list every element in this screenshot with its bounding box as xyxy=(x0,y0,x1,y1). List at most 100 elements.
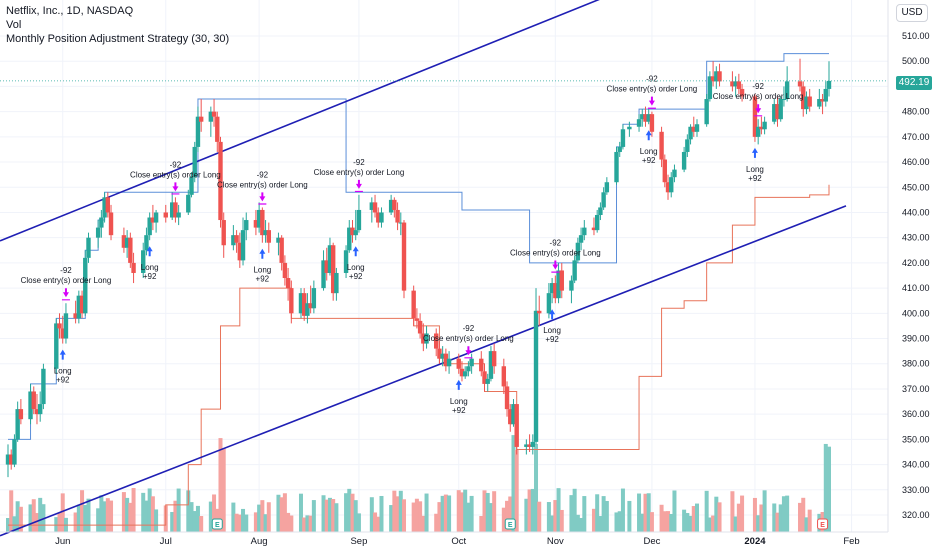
candle-body xyxy=(479,358,484,372)
candle-body xyxy=(60,328,65,339)
volume-bar xyxy=(34,513,39,532)
candle-body xyxy=(669,177,674,193)
volume-bar xyxy=(347,488,352,532)
volume-bar xyxy=(434,513,439,532)
currency-button[interactable]: USD xyxy=(896,4,928,22)
volume-bar xyxy=(260,500,265,532)
volume-bar xyxy=(627,500,632,532)
volume-bar xyxy=(659,504,664,532)
lower-channel-line xyxy=(0,205,847,537)
close-signal-qty: -92 xyxy=(646,75,658,84)
volume-bar xyxy=(199,516,204,532)
candle-body xyxy=(276,237,281,243)
candle-body xyxy=(211,111,217,117)
long-signal-label: Long xyxy=(347,263,365,272)
volume-bar xyxy=(781,496,786,532)
long-signal-arrow xyxy=(146,246,153,257)
vol-indicator-label[interactable]: Vol xyxy=(6,19,22,31)
candle-body xyxy=(105,197,111,213)
earnings-marker-letter: E xyxy=(820,522,825,529)
candle-body xyxy=(302,293,307,316)
candle-body xyxy=(18,409,24,420)
candle-body xyxy=(807,96,812,107)
earnings-marker xyxy=(211,518,223,530)
earnings-marker-letter: E xyxy=(215,522,220,529)
close-signal-qty: -92 xyxy=(550,239,562,248)
candle-body xyxy=(311,288,317,309)
volume-bar xyxy=(195,505,200,532)
volume-bar xyxy=(598,516,603,532)
candle-body xyxy=(459,368,465,377)
volume-bar xyxy=(688,515,693,532)
strategy-label[interactable]: Monthly Position Adjustment Strategy (30… xyxy=(6,33,230,45)
x-tick-label: Feb xyxy=(843,536,859,547)
volume-bar xyxy=(604,500,609,532)
earnings-marker xyxy=(817,518,829,530)
candle-body xyxy=(79,295,85,314)
volume-bar xyxy=(514,449,519,532)
volume-bar xyxy=(99,495,104,532)
candle-body xyxy=(401,222,407,291)
volume-bar xyxy=(572,488,577,532)
volume-bar xyxy=(733,516,738,532)
candle-body xyxy=(9,454,14,465)
volume-bar xyxy=(418,501,423,532)
volume-bar xyxy=(508,496,513,532)
volume-bar xyxy=(556,488,561,532)
volume-bar xyxy=(772,503,777,532)
candle-body xyxy=(649,114,655,132)
candle-body xyxy=(636,119,642,127)
candle-body xyxy=(218,141,223,221)
long-signal-label: Long xyxy=(141,263,159,272)
volume-bar xyxy=(131,488,136,532)
volume-bar xyxy=(559,509,564,532)
symbol-title[interactable]: Netflix, Inc., 1D, NASDAQ xyxy=(6,5,134,17)
volume-bar xyxy=(463,489,468,532)
volume-bar xyxy=(208,501,213,532)
y-tick-label: 410.00 xyxy=(902,283,930,293)
candle-body xyxy=(797,81,803,87)
candle-body xyxy=(41,368,46,405)
volume-bar xyxy=(289,515,294,532)
volume-bar xyxy=(762,490,767,532)
candle-body xyxy=(195,116,201,147)
close-signal-arrow xyxy=(647,96,656,109)
candle-body xyxy=(511,404,516,425)
y-tick-label: 480.00 xyxy=(902,107,930,117)
close-signal-label: Close entry(s) order Long xyxy=(607,85,698,94)
candle-body xyxy=(15,409,20,440)
close-signal-qty: -92 xyxy=(170,160,182,169)
candle-body xyxy=(57,323,62,329)
upper-band-line xyxy=(8,53,829,440)
earnings-marker xyxy=(504,518,516,530)
candle-body xyxy=(173,202,178,218)
volume-bar xyxy=(302,517,307,532)
volume-bar xyxy=(411,502,416,532)
candle-body xyxy=(350,227,355,236)
volume-bar xyxy=(356,513,361,532)
candle-body xyxy=(121,235,127,248)
volume-bar xyxy=(694,503,699,532)
close-signal-arrow xyxy=(464,346,473,359)
volume-bar xyxy=(530,488,535,532)
candle-body xyxy=(170,202,175,218)
volume-bar xyxy=(121,492,126,532)
candle-body xyxy=(102,197,107,218)
candle-body xyxy=(772,104,777,122)
candle-body xyxy=(305,303,310,316)
volume-bar xyxy=(591,508,596,532)
volume-bar xyxy=(801,497,806,532)
long-signal-arrow xyxy=(259,248,266,259)
volume-bar xyxy=(756,515,761,532)
volume-bar xyxy=(286,512,291,532)
volume-bar xyxy=(147,488,152,532)
volume-bar xyxy=(369,497,374,532)
candle-body xyxy=(392,199,397,210)
long-signal-qty: +92 xyxy=(452,406,466,415)
long-signal-label: Long xyxy=(543,326,561,335)
candle-body xyxy=(176,212,181,218)
volume-bar xyxy=(150,496,155,532)
upper-channel-line xyxy=(0,0,600,242)
